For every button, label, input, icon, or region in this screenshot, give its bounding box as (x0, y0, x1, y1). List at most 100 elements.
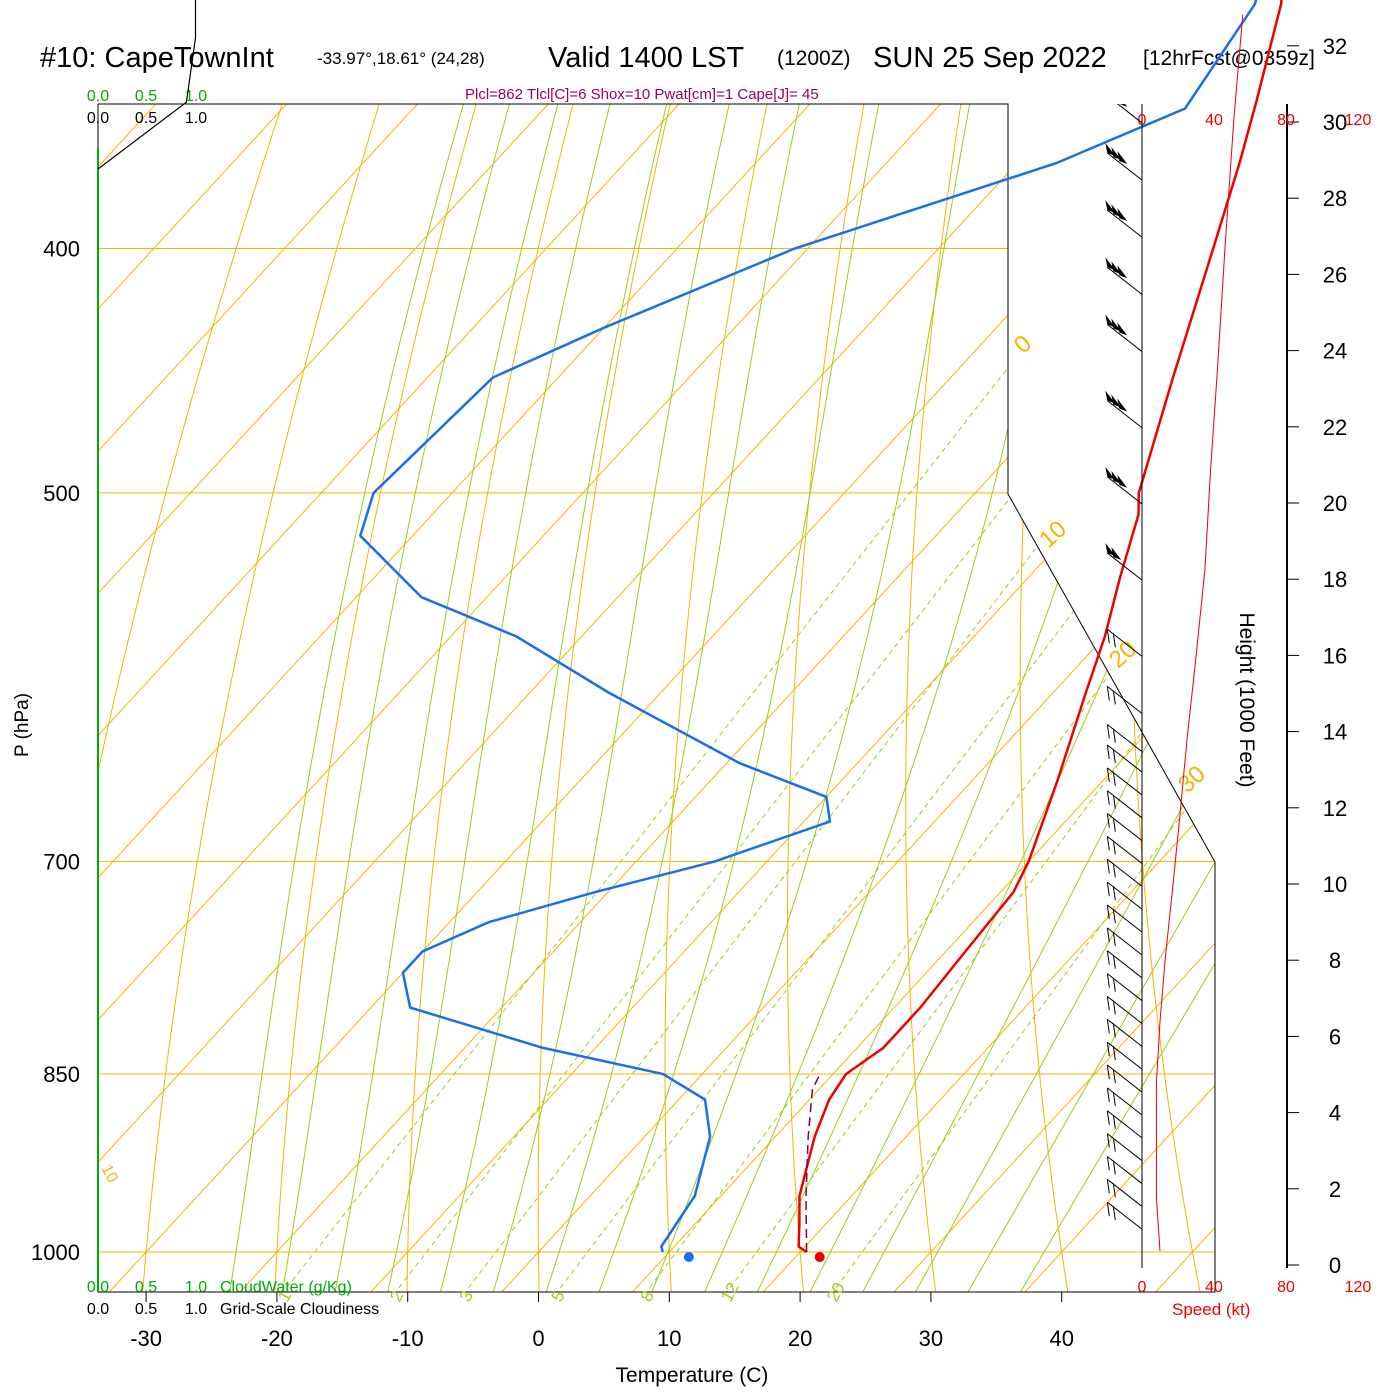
wind-barb-feather (1106, 950, 1110, 965)
cloud-water-tick-bottom: 0.5 (135, 1279, 157, 1296)
mixing-ratio-line (392, 248, 1204, 1292)
moist-adiabat (855, 104, 1215, 1292)
speed-tick-bottom: 120 (1345, 1279, 1372, 1296)
wind-barb-flag (1119, 104, 1128, 107)
wind-barb-shaft (1107, 950, 1143, 979)
wind-barb-feather (1106, 790, 1110, 805)
plot-border (97, 103, 1216, 1293)
dry-adiabat (786, 104, 955, 1292)
dry-adiabat (406, 104, 694, 1292)
wind-barb-shaft (1107, 1133, 1143, 1162)
wind-barb-feather (1112, 1023, 1116, 1038)
plot-frame (97, 103, 1216, 1293)
mixing-ratio-line (643, 248, 1215, 1292)
height-tick-label: 30 (1323, 110, 1347, 135)
forecast-info: [12hrFcst@0359z] (1143, 47, 1315, 70)
wind-barb-feather (1112, 794, 1116, 809)
isotherm (98, 104, 1193, 1292)
moist-adiabat (959, 104, 1215, 1292)
thermo-grid (98, 104, 1215, 1292)
cloudiness-tick-bottom: 0.0 (87, 1301, 109, 1318)
wind-barb-shaft (1107, 813, 1143, 842)
height-tick-label: 18 (1323, 567, 1347, 592)
mixing-ratio-label: 2 (386, 1288, 407, 1305)
wind-barb-shaft (1107, 39, 1142, 66)
speed-tick-top: 80 (1277, 112, 1295, 129)
wind-barb-shaft (1107, 904, 1143, 933)
wind-barb-feather (1106, 724, 1110, 739)
height-tick-label: 26 (1323, 262, 1347, 287)
wind-barb-feather (1112, 771, 1116, 786)
moist-adiabat (1012, 104, 1215, 1292)
moist-adiabat (384, 104, 729, 1292)
height-tick-label: 12 (1323, 796, 1347, 821)
isotherm (1142, 104, 1215, 1292)
x-tick-label: 30 (919, 1326, 943, 1351)
wind-barb-feather (1106, 629, 1110, 644)
wind-barb-feather (1106, 686, 1110, 701)
wind-barb-feather (1106, 1179, 1110, 1194)
isotherm (98, 104, 931, 1292)
dry-adiabat (537, 104, 781, 1292)
speed-tick-bottom: 0 (1138, 1279, 1147, 1296)
isotherm (98, 104, 1215, 1292)
wind-barb-feather (1106, 1064, 1110, 1080)
wind-barb-feather (1106, 859, 1110, 874)
x-axis-title: Temperature (C) (616, 1364, 769, 1387)
wind-barb-shaft (1107, 1201, 1143, 1230)
isotherm-label: 10 (97, 1162, 120, 1186)
wind-barb-feather (1112, 1114, 1116, 1129)
wind-barb-shaft (1107, 152, 1143, 181)
speed-scale-label: Speed (kt) (1172, 1300, 1250, 1319)
wind-speed-line (1155, 14, 1244, 1252)
height-tick-label: 4 (1329, 1101, 1341, 1126)
moist-adiabat (802, 104, 1215, 1292)
wind-barb-shaft (1107, 476, 1143, 505)
mixing-ratio-label: 20 (823, 1279, 849, 1305)
temperature-line (797, 0, 1283, 1254)
wind-barb-shaft (1107, 209, 1143, 238)
pressure-tick-label: 400 (43, 236, 80, 261)
cloudiness-tick-top: 1.0 (185, 110, 207, 127)
wind-barb-flag (1111, 90, 1121, 103)
isotherm (750, 104, 1215, 1292)
wind-barb-flag (1117, 208, 1128, 222)
y-axis-title: P (hPa) (12, 693, 33, 757)
wind-barb-shaft (1107, 324, 1143, 352)
dewpoint-line (358, 0, 1258, 1253)
mixing-ratio-label: 12 (717, 1279, 743, 1305)
dry-adiabat (664, 104, 868, 1292)
isotherm (98, 104, 1215, 1292)
dry-adiabat (98, 104, 433, 1292)
x-tick-label: -10 (392, 1326, 424, 1351)
wind-barb-shaft (1107, 686, 1143, 714)
height-tick-label: 16 (1323, 643, 1347, 668)
wind-barb-feather (1106, 1133, 1110, 1148)
dry-adiabat (905, 104, 1042, 1292)
wind-barb-flag (1117, 398, 1128, 412)
parcel-line (805, 1073, 821, 1253)
height-tick-label: 8 (1329, 948, 1341, 973)
wind-barb-shaft (1107, 1018, 1143, 1047)
wind-barb-feather (1112, 633, 1116, 648)
cloud-water-tick-top: 0.5 (135, 88, 157, 105)
wind-panel: 0246810121416182022242628303200404080801… (1105, 14, 1371, 1296)
cloudiness-tick-bottom: 0.5 (135, 1301, 157, 1318)
wind-barb-flag (1117, 37, 1127, 50)
cloudiness-label: Grid-Scale Cloudiness (220, 1301, 379, 1318)
wind-barbs (1105, 37, 1143, 1230)
wind-barb-feather (1112, 954, 1116, 969)
isotherm (488, 104, 1215, 1292)
speed-tick-bottom: 80 (1277, 1279, 1295, 1296)
wind-barb-flag (1111, 547, 1122, 561)
wind-barb-shaft (1116, 104, 1143, 124)
mixing-ratio-line (554, 248, 1215, 1292)
wind-barb-feather (1112, 1206, 1116, 1221)
mixing-ratio-label: 8 (637, 1288, 658, 1305)
wind-barb-shaft (1107, 836, 1143, 864)
height-tick-label: 20 (1323, 491, 1347, 516)
wind-barb-feather (1112, 840, 1116, 855)
wind-barb-shaft (1107, 1064, 1143, 1093)
height-tick-label: 14 (1323, 720, 1347, 745)
